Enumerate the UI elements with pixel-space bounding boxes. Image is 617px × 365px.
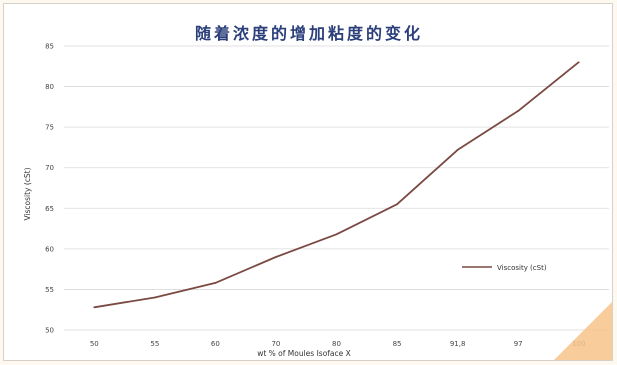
data-point <box>577 61 580 64</box>
chart-frame: 随着浓度的增加粘度的变化 50 55 60 65 70 75 80 85 50 55 60 70 80… <box>3 3 613 361</box>
y-axis-title: Viscosity (cSt) <box>23 167 32 220</box>
x-tick-label: 50 <box>90 340 99 348</box>
y-tick-label: 80 <box>45 83 54 91</box>
gridlines <box>64 45 609 331</box>
y-tick-label: 75 <box>45 124 54 132</box>
data-point <box>214 282 217 284</box>
x-axis-title: wt % of Moules Isoface X <box>257 349 351 358</box>
data-point <box>335 233 338 236</box>
y-tick-label: 50 <box>45 327 54 335</box>
y-tick-label: 65 <box>45 205 54 213</box>
x-tick-label: 55 <box>150 340 159 348</box>
y-tick-label: 55 <box>45 286 54 294</box>
data-point <box>396 203 398 206</box>
y-tick-labels: 50 55 60 65 70 75 80 85 <box>45 43 54 335</box>
legend: Viscosity (cSt) <box>462 264 547 272</box>
x-tick-label: 97 <box>514 340 523 348</box>
y-tick-label: 60 <box>45 245 54 253</box>
chart-title: 随着浓度的增加粘度的变化 <box>194 24 423 43</box>
x-tick-label: 91,8 <box>450 340 466 348</box>
x-tick-label: 70 <box>271 340 280 348</box>
x-tick-label: 80 <box>332 340 341 348</box>
data-point <box>93 306 96 309</box>
legend-label: Viscosity (cSt) <box>497 264 547 272</box>
x-tick-label: 85 <box>393 340 402 348</box>
x-tick-labels: 50 55 60 70 80 85 91,8 97 100 <box>90 340 586 348</box>
data-point <box>517 110 520 112</box>
series-layer <box>93 61 580 309</box>
data-point <box>456 148 459 151</box>
data-point <box>275 256 277 258</box>
x-tick-label: 60 <box>211 340 220 348</box>
y-tick-label: 85 <box>45 43 54 51</box>
y-tick-label: 70 <box>45 164 54 172</box>
corner-accent <box>554 302 612 360</box>
data-point <box>153 296 156 299</box>
